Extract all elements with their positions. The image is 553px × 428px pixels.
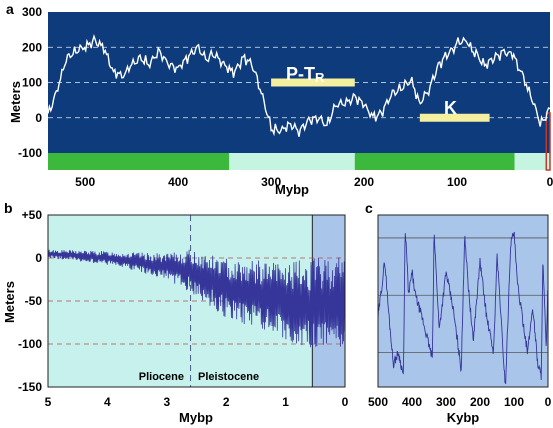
y-tick-label: +50 [22, 208, 43, 222]
panel-b-sea-level-line [47, 249, 346, 348]
present-day-marker [545, 112, 551, 171]
era-band [514, 153, 547, 170]
panel-c-frame [377, 214, 549, 388]
panel-b-y-axis-label: Meters [2, 281, 17, 323]
y-tick-label: 0 [35, 251, 42, 265]
era-band [48, 153, 230, 170]
panel-b-x-tick-labels: 5 4 3 2 1 0 [45, 395, 349, 409]
event-label-k: K [444, 98, 457, 118]
event-bar [271, 78, 355, 87]
x-tick-label: 100 [504, 395, 524, 409]
panel-c-sea-level-line [377, 231, 549, 384]
panel-b-y-tick-labels: +50 0 -50 -100 -150 [18, 208, 42, 394]
event-label-pt: P-TR [286, 64, 325, 85]
x-tick-label: 200 [354, 175, 374, 189]
panel-b-x-axis-label: Mybp [179, 410, 213, 425]
panel-b: b Pliocene Pleistocene +50 0 -50 -100 -150 5… [2, 200, 349, 425]
y-tick-label: -100 [18, 146, 42, 160]
panel-a-era-bands [48, 112, 551, 171]
event-bar [419, 113, 490, 122]
panel-a-x-tick-labels: 500 400 300 200 100 0 [75, 175, 553, 189]
epoch-label-pliocene: Pliocene [139, 371, 184, 383]
y-tick-label: 0 [35, 111, 42, 125]
panel-a: a P-TR K 300 200 100 0 -100 500 400 300 200 100 0… [6, 1, 553, 197]
y-tick-label: -50 [25, 294, 43, 308]
x-tick-label: 2 [223, 395, 230, 409]
panel-a-x-axis-label: Mybp [275, 182, 309, 197]
x-tick-label: 4 [104, 395, 111, 409]
panel-a-event-bars [271, 78, 490, 122]
x-tick-label: 500 [75, 175, 95, 189]
x-tick-label: 0 [547, 175, 553, 189]
x-tick-label: 5 [45, 395, 52, 409]
panel-a-letter: a [6, 1, 14, 17]
x-tick-label: 0 [342, 395, 349, 409]
panel-c-letter: c [365, 200, 373, 216]
epoch-label-pleistocene: Pleistocene [198, 371, 259, 383]
era-band [354, 153, 515, 170]
x-tick-label: 200 [470, 395, 490, 409]
y-tick-label: 200 [22, 40, 42, 54]
x-tick-label: 3 [163, 395, 170, 409]
panel-c-x-axis-label: Kybp [447, 410, 480, 425]
x-tick-label: 300 [261, 175, 281, 189]
panel-a-y-tick-labels: 300 200 100 0 -100 [18, 5, 42, 160]
x-tick-label: 1 [282, 395, 289, 409]
era-band [546, 153, 550, 170]
x-tick-label: 400 [402, 395, 422, 409]
y-tick-label: -100 [18, 337, 42, 351]
y-tick-label: -150 [18, 380, 42, 394]
x-tick-label: 500 [368, 395, 388, 409]
y-tick-label: 300 [22, 5, 42, 19]
event-label-pt-subscript: R [315, 70, 325, 85]
x-tick-label: 0 [545, 395, 552, 409]
x-tick-label: 100 [447, 175, 467, 189]
panel-b-frame [47, 214, 346, 388]
panel-a-y-axis-label: Meters [8, 81, 23, 123]
x-tick-label: 400 [168, 175, 188, 189]
x-tick-label: 300 [436, 395, 456, 409]
panel-c-x-tick-labels: 500 400 300 200 100 0 [368, 395, 552, 409]
era-band [229, 153, 355, 170]
panel-b-letter: b [4, 200, 13, 216]
panel-a-sea-level-line [47, 34, 551, 137]
y-tick-label: 100 [22, 76, 42, 90]
panel-c: c 500 400 300 200 100 0 Kybp [365, 200, 552, 425]
